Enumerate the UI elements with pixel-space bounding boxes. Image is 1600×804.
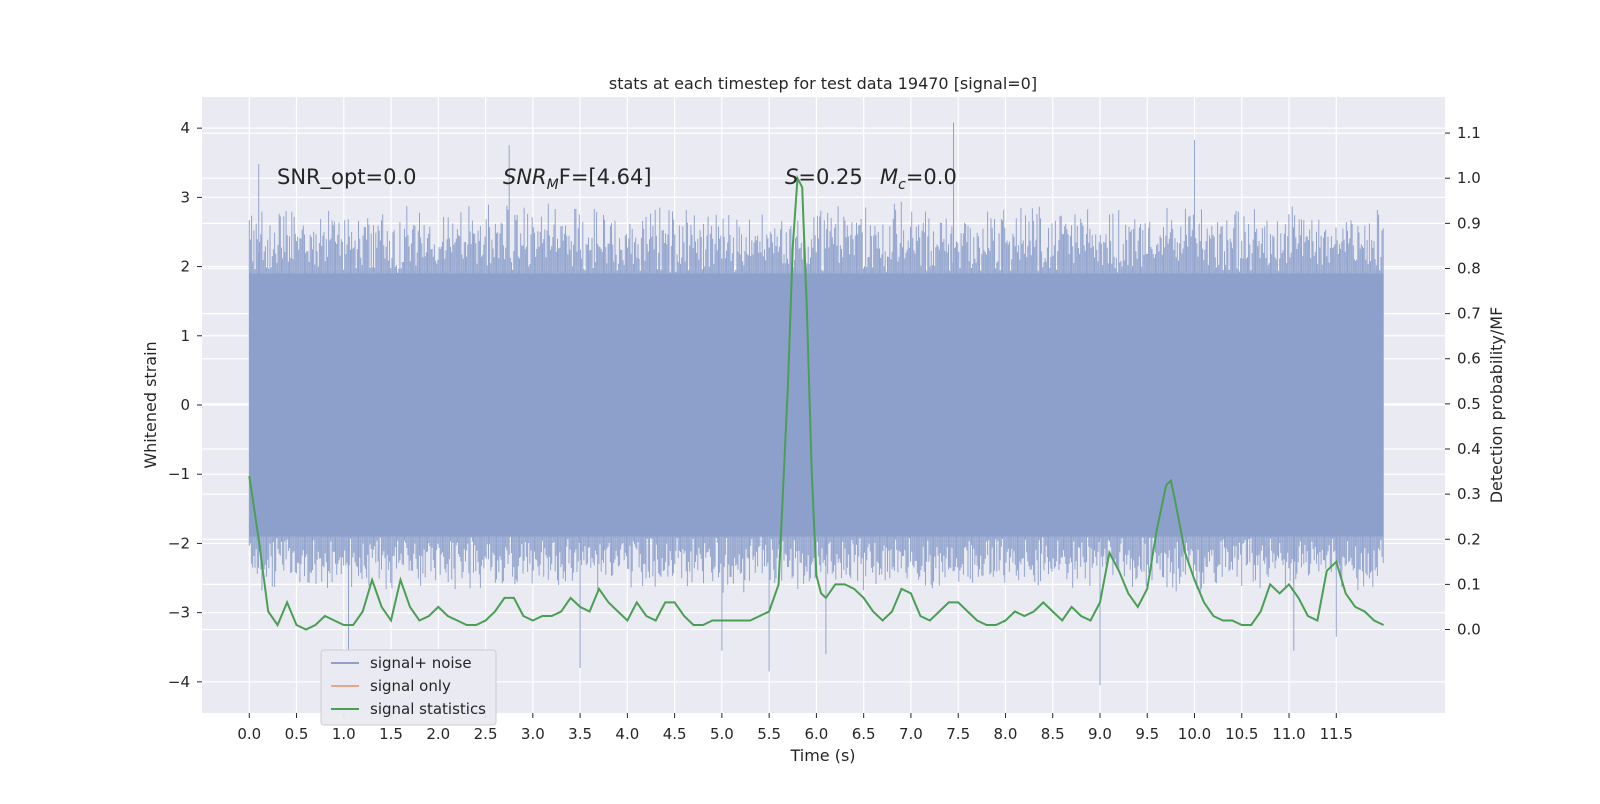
annotation-mc-main: M	[880, 165, 898, 189]
x-tick-label: 6.5	[852, 725, 876, 743]
x-tick-label: 5.0	[710, 725, 734, 743]
x-tick-label: 3.5	[568, 725, 592, 743]
y2-tick-label: 0.5	[1457, 395, 1481, 413]
y-tick-label: 4	[180, 119, 190, 137]
x-tick-label: 10.5	[1225, 725, 1258, 743]
y2-tick-label: 0.0	[1457, 621, 1481, 639]
annotation-snr-mf: SNRMF=[4.64]	[503, 165, 652, 193]
annotation-s-rest: =0.25	[798, 165, 862, 189]
x-tick-label: 11.5	[1320, 725, 1353, 743]
x-tick-label: 1.5	[379, 725, 403, 743]
x-tick-label: 7.0	[899, 725, 923, 743]
y-tick-label: 2	[180, 258, 190, 276]
chart-title: stats at each timestep for test data 194…	[609, 74, 1037, 93]
y2-tick-label: 0.1	[1457, 575, 1481, 593]
y2-tick-label: 0.6	[1457, 350, 1481, 368]
x-tick-label: 6.0	[804, 725, 828, 743]
x-tick-label: 2.0	[426, 725, 450, 743]
y2-tick-label: 0.7	[1457, 305, 1481, 323]
x-tick-label: 9.5	[1135, 725, 1159, 743]
annotation-snr-mf-main: SNR	[503, 165, 547, 189]
y2-tick-label: 0.3	[1457, 485, 1481, 503]
y-tick-label: −2	[168, 534, 190, 552]
x-tick-label: 0.0	[237, 725, 261, 743]
y-tick-label: −4	[168, 673, 190, 691]
y2-tick-label: 0.4	[1457, 440, 1481, 458]
x-tick-label: 11.0	[1272, 725, 1305, 743]
y-axis-label: Whitened strain	[141, 341, 160, 468]
x-tick-label: 4.0	[615, 725, 639, 743]
x-tick-label: 1.0	[332, 725, 356, 743]
x-tick-label: 5.5	[757, 725, 781, 743]
annotation-snr-opt: SNR_opt=0.0	[277, 165, 417, 190]
x-axis-label: Time (s)	[789, 746, 855, 765]
y2-tick-label: 1.1	[1457, 124, 1481, 142]
x-tick-label: 3.0	[521, 725, 545, 743]
y2-axis-ticks: 1.1 1.0 0.9 0.8 0.7 0.6 0.5 0.4 0.3 0.2 0.1 0.0	[1445, 124, 1481, 638]
annotation-mc-rest: =0.0	[906, 165, 957, 189]
y2-tick-label: 0.9	[1457, 214, 1481, 232]
legend: signal+ noise signal only signal statist…	[321, 650, 496, 725]
annotation-snr-mf-sub: M	[547, 177, 559, 193]
annotation-mc: Mc=0.0	[880, 165, 957, 193]
x-tick-label: 9.0	[1088, 725, 1112, 743]
x-tick-label: 8.0	[994, 725, 1018, 743]
y-tick-label: −1	[168, 465, 190, 483]
legend-label-signal-noise: signal+ noise	[370, 654, 472, 672]
y2-tick-label: 0.2	[1457, 530, 1481, 548]
annotation-s: S=0.25	[785, 165, 863, 189]
y-tick-label: 0	[180, 396, 190, 414]
x-tick-label: 0.5	[285, 725, 309, 743]
annotation-snr-mf-rest: F=[4.64]	[559, 165, 652, 189]
x-tick-label: 7.5	[946, 725, 970, 743]
y2-tick-label: 1.0	[1457, 169, 1481, 187]
x-tick-label: 10.0	[1178, 725, 1211, 743]
x-tick-label: 4.5	[663, 725, 687, 743]
legend-label-signal-statistics: signal statistics	[370, 700, 486, 718]
annotation-s-main: S	[785, 165, 798, 189]
y-tick-label: −3	[168, 604, 190, 622]
y2-tick-label: 0.8	[1457, 259, 1481, 277]
y-tick-label: 3	[180, 188, 190, 206]
y2-axis-label: Detection probability/MF	[1487, 307, 1506, 504]
x-tick-label: 2.5	[474, 725, 498, 743]
legend-label-signal-only: signal only	[370, 677, 451, 695]
x-tick-label: 8.5	[1041, 725, 1065, 743]
y-tick-label: 1	[180, 327, 190, 345]
y-axis-ticks: 4 3 2 1 0 −1 −2 −3 −4	[168, 119, 202, 691]
